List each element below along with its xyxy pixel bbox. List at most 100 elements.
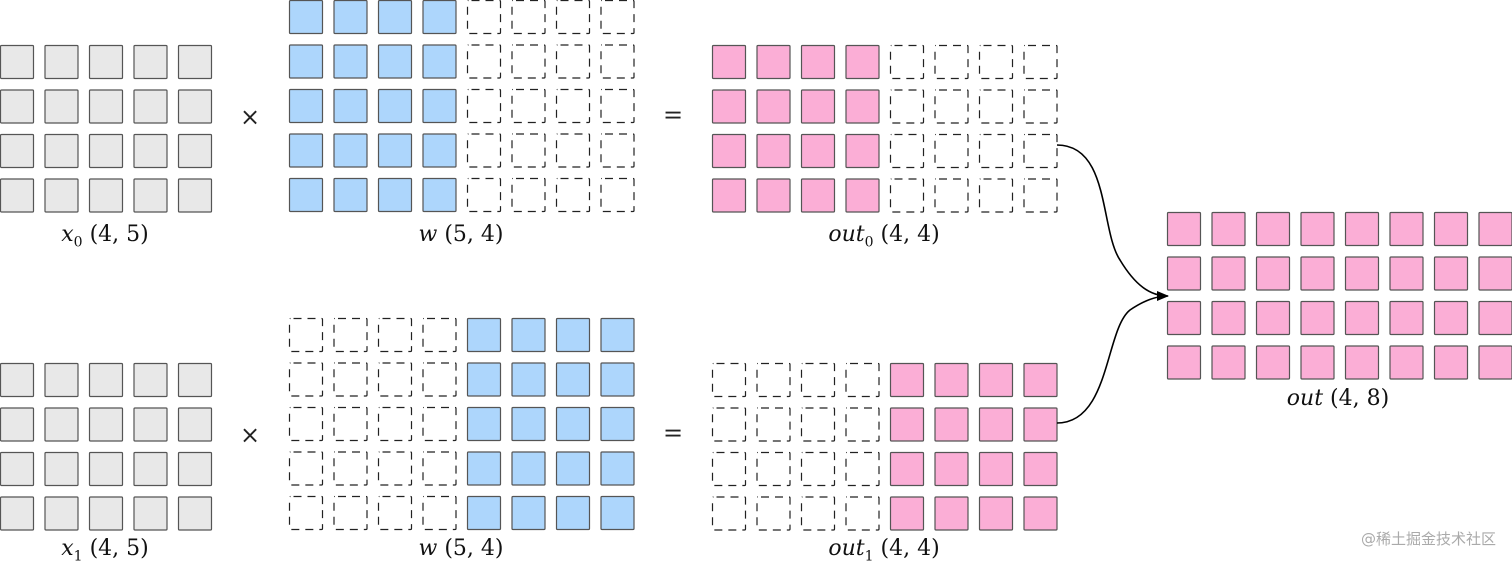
cell-empty: [333, 317, 368, 353]
cell-filled: [1478, 211, 1512, 247]
arrow-out0-to-out: [1056, 144, 1169, 301]
cell-empty: [1023, 178, 1058, 213]
cell-filled: [466, 406, 502, 442]
cell-filled: [133, 44, 168, 80]
cell-filled: [44, 133, 79, 169]
cell-filled: [288, 133, 324, 168]
cell-filled: [422, 177, 457, 213]
cell-filled: [555, 495, 591, 531]
cell-filled: [934, 407, 969, 442]
cell-filled: [377, 44, 413, 79]
cell-filled: [422, 44, 457, 79]
label-out0: out0 (4, 4): [828, 222, 939, 250]
cell-filled: [889, 362, 925, 398]
cell-filled: [600, 406, 635, 442]
cell-filled: [1255, 211, 1291, 247]
cell-empty: [511, 0, 546, 35]
cell-filled: [0, 133, 35, 169]
cell-filled: [1344, 345, 1380, 380]
cell-filled: [177, 496, 213, 531]
cell-filled: [711, 178, 747, 213]
label-dims: (5, 4): [437, 222, 504, 247]
cell-filled: [288, 44, 324, 79]
cell-filled: [288, 177, 324, 213]
matrix-out1: [711, 362, 1058, 531]
label-base: w: [418, 536, 438, 561]
cell-filled: [1389, 345, 1424, 380]
matrix-out0: [711, 44, 1058, 213]
cell-filled: [466, 495, 502, 531]
label-dims: (4, 4): [873, 536, 940, 561]
cell-filled: [934, 362, 969, 398]
cell-empty: [889, 44, 925, 80]
label-dims: (4, 5): [82, 536, 149, 561]
cell-filled: [800, 89, 836, 124]
cell-empty: [756, 496, 791, 531]
label-w-top: w (5, 4): [419, 222, 504, 247]
cell-empty: [934, 89, 969, 124]
cell-empty: [711, 451, 747, 487]
cell-filled: [511, 362, 546, 397]
cell-filled: [800, 44, 836, 80]
cell-filled: [333, 133, 368, 168]
cell-filled: [555, 406, 591, 442]
cell-filled: [1478, 300, 1512, 336]
cell-filled: [44, 362, 79, 398]
cell-empty: [756, 362, 791, 398]
cell-empty: [1023, 89, 1058, 124]
cell-empty: [511, 88, 546, 124]
cell-filled: [133, 496, 168, 531]
cell-filled: [288, 0, 324, 35]
cell-filled: [422, 88, 457, 124]
label-subscript: 1: [73, 548, 83, 565]
cell-filled: [845, 178, 880, 213]
cell-empty: [466, 0, 502, 35]
cell-filled: [978, 407, 1014, 442]
multiply-operator-top: ×: [239, 103, 261, 131]
cell-empty: [555, 177, 591, 213]
cell-filled: [88, 362, 124, 398]
cell-empty: [377, 495, 413, 531]
cell-empty: [511, 133, 546, 168]
label-base: w: [418, 222, 438, 247]
label-base: out: [828, 222, 865, 247]
cell-filled: [1166, 300, 1202, 336]
cell-filled: [288, 88, 324, 124]
cell-filled: [1211, 345, 1246, 380]
label-subscript: 0: [864, 234, 874, 251]
cell-empty: [555, 0, 591, 35]
cell-filled: [0, 89, 35, 124]
cell-filled: [133, 362, 168, 398]
cell-filled: [889, 407, 925, 442]
cell-filled: [845, 44, 880, 80]
cell-filled: [800, 178, 836, 213]
cell-empty: [466, 44, 502, 79]
cell-filled: [1344, 211, 1380, 247]
cell-filled: [422, 133, 457, 168]
cell-filled: [1344, 256, 1380, 291]
cell-empty: [422, 406, 457, 442]
arrow-out1-to-out: [1056, 295, 1166, 424]
label-out: out (4, 8): [1287, 386, 1389, 411]
cell-filled: [978, 496, 1014, 531]
cell-filled: [555, 451, 591, 486]
cell-filled: [133, 133, 168, 169]
cell-filled: [511, 451, 546, 486]
cell-empty: [800, 407, 836, 442]
cell-filled: [1389, 256, 1424, 291]
watermark: @稀土掘金技术社区: [1360, 530, 1496, 548]
label-out1: out1 (4, 4): [828, 536, 939, 564]
cell-filled: [377, 133, 413, 168]
cell-empty: [934, 44, 969, 80]
cell-empty: [288, 362, 324, 397]
label-subscript: 1: [864, 548, 874, 565]
label-w-bottom: w (5, 4): [419, 536, 504, 561]
cell-filled: [88, 451, 124, 487]
label-dims: (5, 4): [437, 536, 504, 561]
cell-filled: [1166, 211, 1202, 247]
cell-filled: [711, 89, 747, 124]
cell-filled: [88, 407, 124, 442]
cell-filled: [1255, 345, 1291, 380]
cell-filled: [377, 88, 413, 124]
cell-filled: [600, 495, 635, 531]
